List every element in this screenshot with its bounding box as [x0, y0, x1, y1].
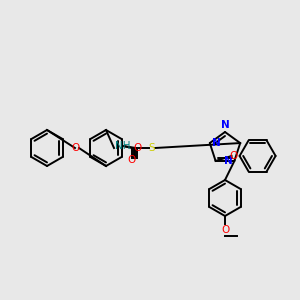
Text: N: N	[224, 156, 233, 166]
Text: O: O	[221, 225, 229, 235]
Text: O: O	[230, 151, 238, 161]
Text: S: S	[149, 143, 155, 153]
Text: NH: NH	[115, 141, 130, 151]
Text: O: O	[133, 143, 141, 153]
Text: N: N	[212, 138, 220, 148]
Text: O: O	[128, 155, 136, 165]
Text: O: O	[72, 143, 80, 153]
Text: N: N	[220, 120, 230, 130]
